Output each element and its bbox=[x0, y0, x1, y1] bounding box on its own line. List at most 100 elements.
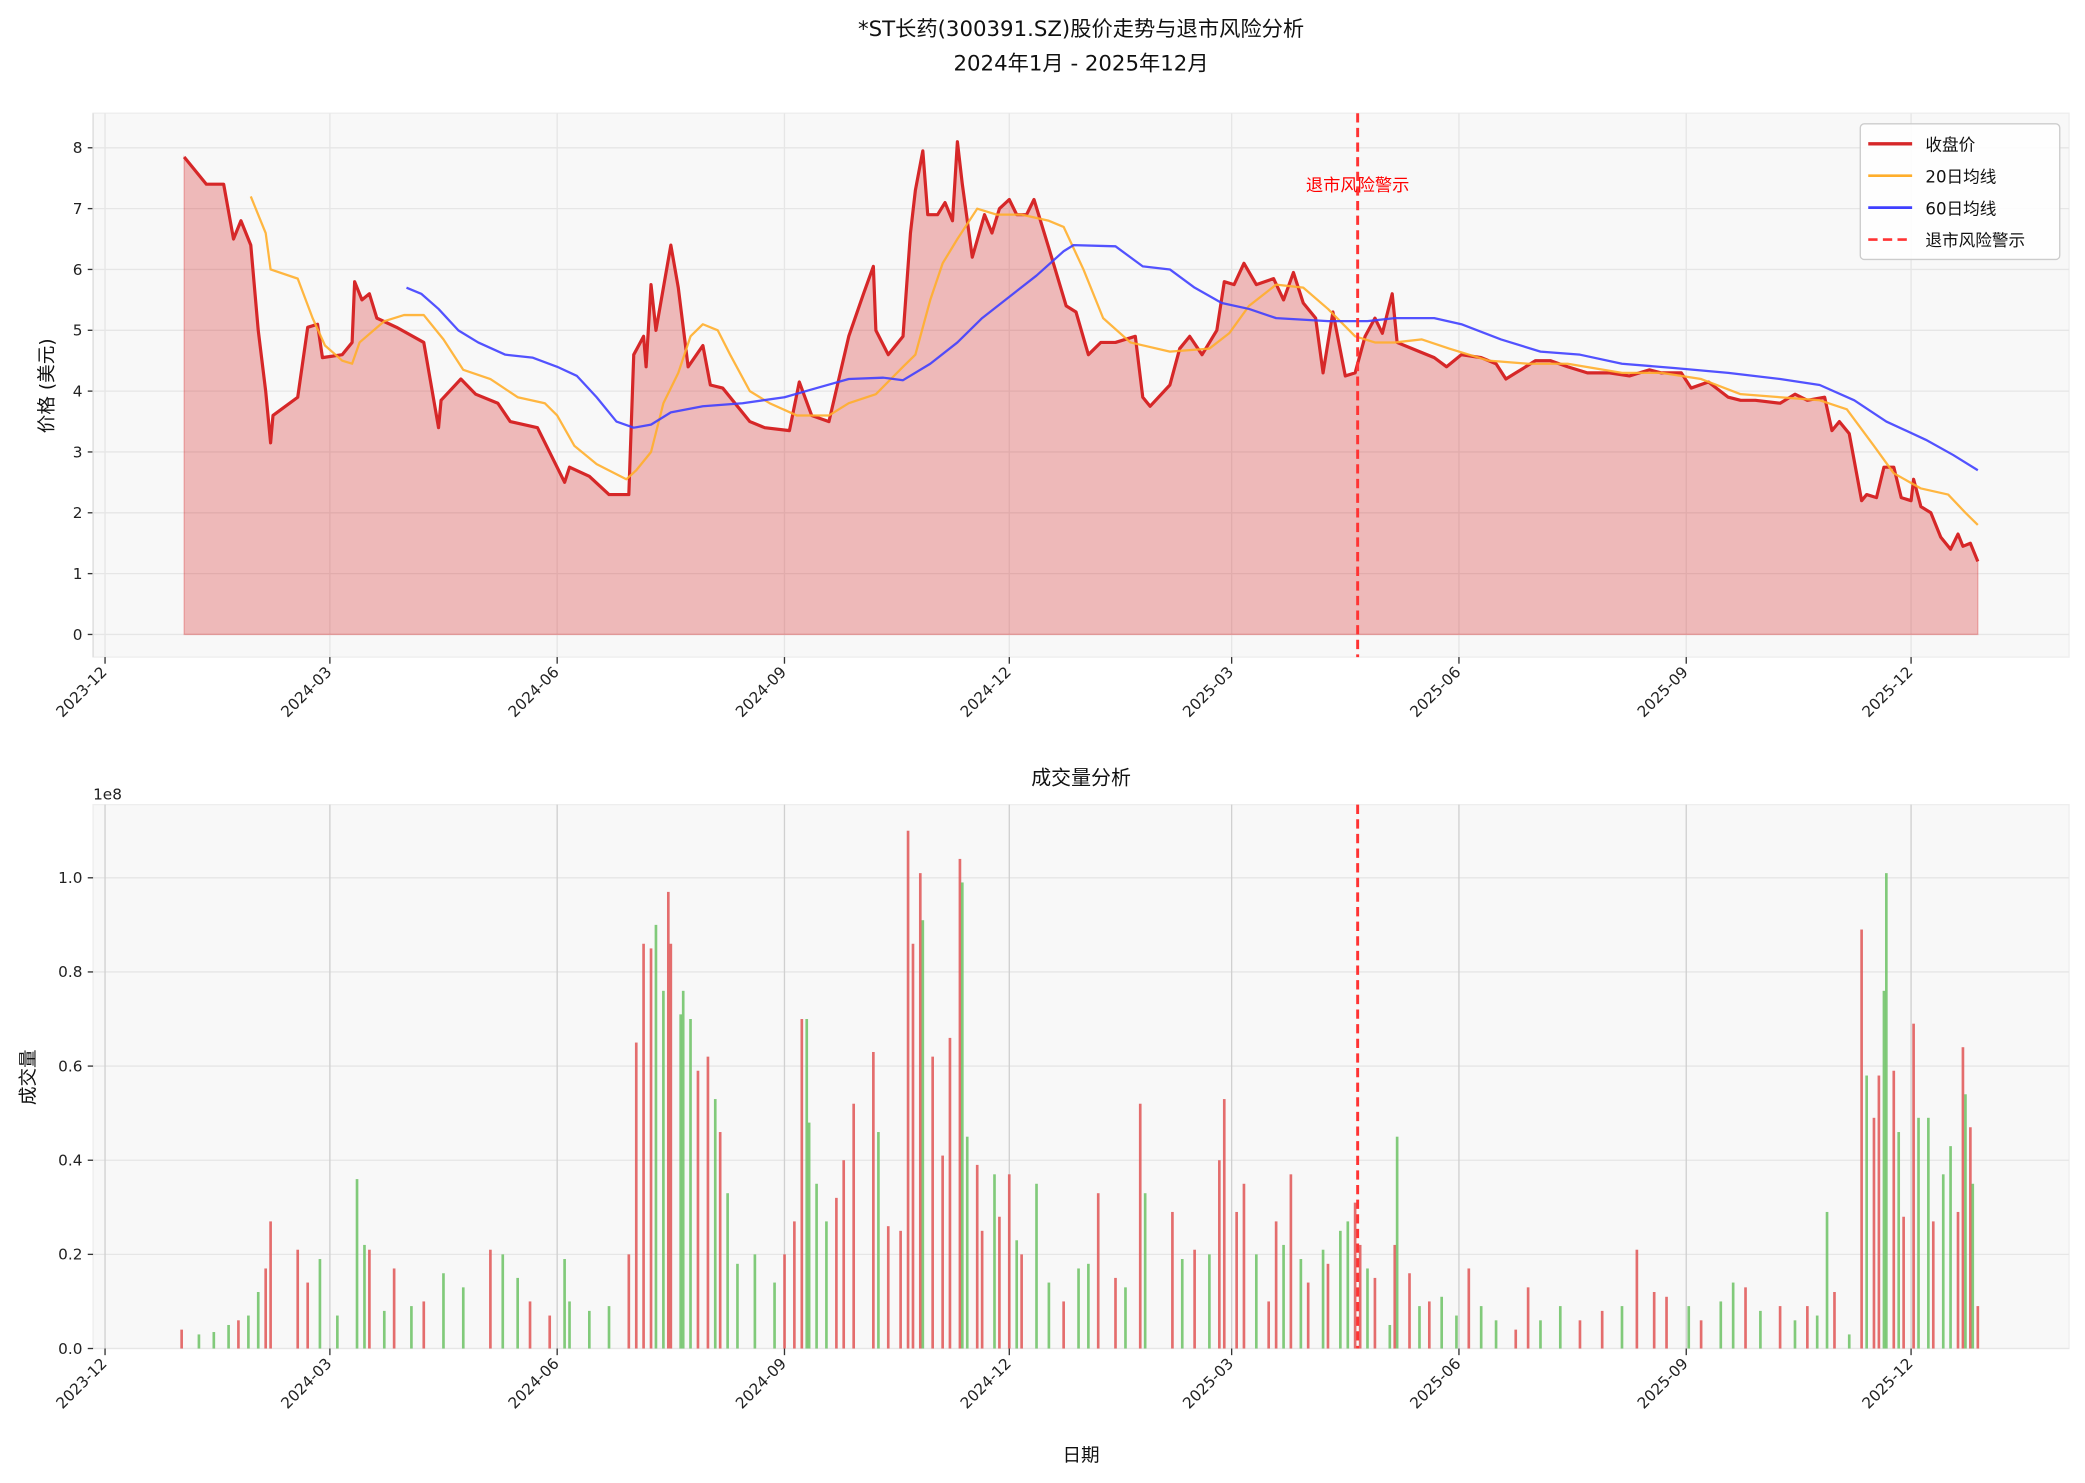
volume-xtick-label: 2025-12 bbox=[1859, 1355, 1917, 1413]
volume-bar bbox=[501, 1254, 505, 1349]
volume-bar bbox=[197, 1334, 201, 1349]
volume-bar bbox=[336, 1315, 339, 1349]
price-xtick-label: 2025-09 bbox=[1634, 663, 1692, 721]
volume-bar bbox=[1171, 1211, 1174, 1349]
volume-bar bbox=[1793, 1320, 1797, 1349]
volume-bar bbox=[753, 1254, 757, 1349]
volume-bar bbox=[410, 1306, 413, 1349]
volume-bar bbox=[1949, 1146, 1952, 1349]
volume-bar bbox=[1825, 1211, 1829, 1349]
volume-bar bbox=[363, 1244, 366, 1349]
volume-bar bbox=[852, 1103, 856, 1349]
volume-bar bbox=[815, 1183, 818, 1349]
volume-bar bbox=[1912, 1023, 1915, 1349]
volume-bar bbox=[948, 1037, 952, 1349]
price-xtick-label: 2025-12 bbox=[1859, 663, 1917, 721]
volume-bar bbox=[886, 1226, 890, 1349]
volume-bar bbox=[1744, 1287, 1747, 1349]
volume-bar bbox=[1321, 1249, 1325, 1349]
price-xtick-label: 2024-09 bbox=[732, 663, 790, 721]
volume-bar bbox=[1373, 1277, 1377, 1349]
volume-bar bbox=[689, 1019, 692, 1349]
volume-bar bbox=[1877, 1075, 1881, 1349]
volume-bar bbox=[1455, 1315, 1458, 1349]
price-ytick-label: 7 bbox=[73, 200, 83, 218]
volume-bar bbox=[783, 1254, 786, 1349]
volume-bar bbox=[654, 924, 658, 1349]
volume-bar bbox=[825, 1221, 828, 1349]
volume-bar bbox=[1124, 1287, 1127, 1349]
volume-bar bbox=[706, 1056, 710, 1349]
volume-bar bbox=[1964, 1094, 1967, 1349]
volume-bar bbox=[877, 1132, 880, 1349]
volume-title: 成交量分析 bbox=[1031, 766, 1131, 790]
volume-bar bbox=[634, 1042, 638, 1349]
volume-bar bbox=[516, 1277, 519, 1349]
price-ytick-label: 4 bbox=[73, 382, 83, 400]
volume-panel: 0.0 0.2 0.4 0.6 0.8 1.0 2023-12 2024-03 2024-06 2… bbox=[53, 803, 2070, 1413]
volume-bar bbox=[993, 1174, 996, 1349]
volume-bar bbox=[1353, 1202, 1357, 1349]
volume-bar bbox=[1494, 1320, 1498, 1349]
volume-bar bbox=[807, 1122, 811, 1349]
volume-bar bbox=[1180, 1259, 1184, 1349]
volume-bar bbox=[906, 830, 910, 1349]
volume-bar bbox=[1299, 1259, 1303, 1349]
volume-bar bbox=[607, 1306, 611, 1349]
volume-bar bbox=[1242, 1183, 1246, 1349]
volume-bar bbox=[489, 1249, 492, 1349]
volume-bar bbox=[1902, 1216, 1905, 1349]
volume-bar bbox=[568, 1301, 571, 1349]
volume-bar bbox=[736, 1263, 739, 1349]
volume-bar bbox=[1222, 1099, 1226, 1349]
volume-bar bbox=[975, 1164, 979, 1349]
volume-bar bbox=[1860, 929, 1863, 1349]
volume-bar bbox=[247, 1315, 250, 1349]
volume-bar bbox=[726, 1193, 729, 1349]
price-panel: 0 1 2 3 4 5 6 7 8 2023-12 2024-03 2024-06 2024-09 202… bbox=[53, 112, 2070, 721]
volume-xtick-label: 2025-09 bbox=[1634, 1355, 1692, 1413]
volume-bar bbox=[872, 1051, 875, 1349]
volume-bar bbox=[1892, 1070, 1896, 1349]
volume-y-axis-label: 成交量 bbox=[19, 1049, 40, 1105]
volume-bar bbox=[422, 1301, 426, 1349]
volume-bar bbox=[1388, 1324, 1392, 1349]
volume-bar bbox=[1047, 1282, 1051, 1349]
volume-bar bbox=[627, 1254, 631, 1349]
volume-bar bbox=[1759, 1310, 1762, 1349]
price-xtick-label: 2024-12 bbox=[957, 663, 1015, 721]
volume-bar bbox=[461, 1287, 465, 1349]
volume-bar bbox=[1289, 1174, 1293, 1349]
volume-bar bbox=[1267, 1301, 1271, 1349]
legend-label-3: 60日均线 bbox=[1925, 199, 1996, 218]
volume-bar bbox=[666, 891, 670, 1349]
price-ytick-label: 8 bbox=[73, 139, 83, 157]
volume-bar bbox=[960, 882, 964, 1349]
volume-bar bbox=[1193, 1249, 1196, 1349]
price-xtick-label: 2024-03 bbox=[277, 663, 335, 721]
volume-bar bbox=[296, 1249, 300, 1349]
volume-bar bbox=[1366, 1268, 1369, 1349]
volume-bar bbox=[1635, 1249, 1639, 1349]
volume-bar bbox=[1467, 1268, 1471, 1349]
volume-bar bbox=[1235, 1211, 1238, 1349]
volume-bar bbox=[1339, 1230, 1342, 1349]
volume-bar bbox=[1114, 1277, 1117, 1349]
volume-bar bbox=[1358, 1244, 1362, 1349]
volume-bar bbox=[805, 1019, 809, 1349]
volume-bar bbox=[669, 943, 673, 1349]
x-axis-label: 日期 bbox=[1062, 1446, 1099, 1467]
volume-bar bbox=[1961, 1047, 1965, 1349]
volume-bar bbox=[1418, 1306, 1421, 1349]
volume-bar bbox=[1969, 1127, 1972, 1349]
volume-ytick-label: 0.6 bbox=[58, 1057, 82, 1075]
volume-bar bbox=[1941, 1174, 1945, 1349]
volume-bar bbox=[1687, 1306, 1691, 1349]
price-ytick-label: 3 bbox=[73, 443, 83, 461]
price-ytick-label: 0 bbox=[73, 626, 83, 644]
price-y-axis-label: 价格 (美元) bbox=[37, 338, 58, 433]
volume-bar bbox=[1927, 1117, 1930, 1349]
volume-bar bbox=[1062, 1301, 1065, 1349]
volume-bar bbox=[1815, 1315, 1819, 1349]
volume-bar bbox=[1274, 1221, 1278, 1349]
